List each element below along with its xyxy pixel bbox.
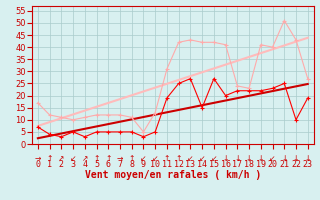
Text: ↑: ↑	[93, 154, 100, 163]
Text: →: →	[35, 154, 41, 163]
Text: ↓: ↓	[234, 154, 241, 163]
Text: ↙: ↙	[152, 154, 158, 163]
Text: →: →	[117, 154, 123, 163]
Text: ↑: ↑	[129, 154, 135, 163]
Text: ↓: ↓	[222, 154, 229, 163]
Text: ↙: ↙	[211, 154, 217, 163]
Text: ↓: ↓	[305, 154, 311, 163]
Text: ↙: ↙	[199, 154, 205, 163]
Text: ↙: ↙	[187, 154, 194, 163]
Text: ↙: ↙	[269, 154, 276, 163]
X-axis label: Vent moyen/en rafales ( km/h ): Vent moyen/en rafales ( km/h )	[85, 170, 261, 180]
Text: ↑: ↑	[164, 154, 170, 163]
Text: ↙: ↙	[140, 154, 147, 163]
Text: ↑: ↑	[105, 154, 111, 163]
Text: ↓: ↓	[258, 154, 264, 163]
Text: ↑: ↑	[46, 154, 53, 163]
Text: ↓: ↓	[246, 154, 252, 163]
Text: ↗: ↗	[82, 154, 88, 163]
Text: ↑: ↑	[175, 154, 182, 163]
Text: ↓: ↓	[281, 154, 287, 163]
Text: ↙: ↙	[70, 154, 76, 163]
Text: ↗: ↗	[58, 154, 65, 163]
Text: ↓: ↓	[293, 154, 299, 163]
